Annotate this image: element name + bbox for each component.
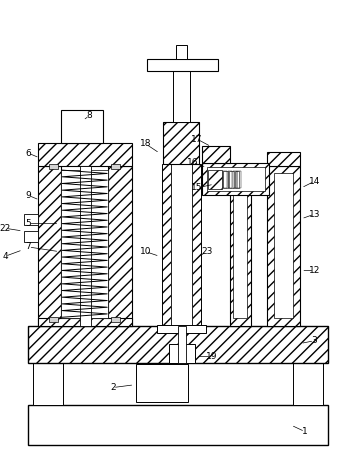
Text: 5: 5 — [25, 219, 31, 228]
Bar — [29, 406, 328, 445]
Bar — [148, 59, 218, 71]
Bar — [163, 122, 199, 164]
Bar — [33, 363, 63, 406]
Bar — [208, 170, 223, 189]
Bar — [38, 166, 61, 325]
Bar — [61, 170, 108, 318]
Text: 3: 3 — [311, 336, 317, 345]
Bar — [171, 164, 192, 325]
Bar — [235, 171, 239, 188]
Bar — [230, 166, 251, 325]
Bar — [80, 166, 91, 325]
Text: 17: 17 — [192, 135, 203, 144]
Bar — [202, 163, 269, 195]
Bar — [202, 146, 230, 163]
Bar — [176, 45, 187, 59]
Bar — [229, 171, 234, 188]
Text: 6: 6 — [25, 149, 31, 158]
Bar — [24, 214, 38, 225]
Text: 23: 23 — [201, 247, 212, 256]
Bar — [267, 166, 300, 325]
Text: 13: 13 — [309, 210, 320, 219]
Bar — [223, 171, 227, 188]
Text: 16: 16 — [187, 158, 198, 167]
Bar — [49, 317, 58, 322]
Text: 14: 14 — [309, 177, 320, 186]
Bar — [49, 164, 58, 169]
Text: 19: 19 — [206, 352, 217, 361]
Text: 9: 9 — [25, 191, 31, 200]
Text: 15: 15 — [192, 183, 203, 193]
Bar — [228, 171, 232, 188]
Bar — [192, 164, 201, 325]
Bar — [136, 364, 188, 401]
Text: 2: 2 — [110, 383, 116, 392]
Text: 22: 22 — [0, 224, 11, 233]
Text: 12: 12 — [309, 266, 320, 275]
Text: 18: 18 — [140, 139, 151, 148]
Bar — [61, 110, 103, 143]
Bar — [38, 143, 132, 166]
Bar — [173, 71, 190, 122]
Text: 4: 4 — [2, 252, 8, 261]
Bar — [267, 152, 300, 166]
Text: 7: 7 — [25, 243, 31, 251]
Bar — [178, 325, 186, 363]
Bar — [207, 167, 265, 191]
Text: 1: 1 — [302, 427, 308, 436]
Bar — [233, 173, 247, 318]
Bar — [157, 325, 206, 333]
Bar — [108, 166, 132, 325]
Bar — [169, 344, 195, 363]
Bar — [111, 164, 120, 169]
Bar — [223, 171, 228, 188]
Bar — [274, 173, 293, 318]
Bar — [237, 171, 241, 188]
Bar — [29, 325, 328, 363]
Bar — [233, 171, 237, 188]
Bar — [162, 164, 171, 325]
Bar — [24, 231, 38, 242]
Bar — [111, 317, 120, 322]
Text: 10: 10 — [140, 247, 151, 256]
Bar — [293, 363, 323, 406]
Text: 8: 8 — [87, 111, 92, 120]
Bar — [38, 318, 132, 325]
